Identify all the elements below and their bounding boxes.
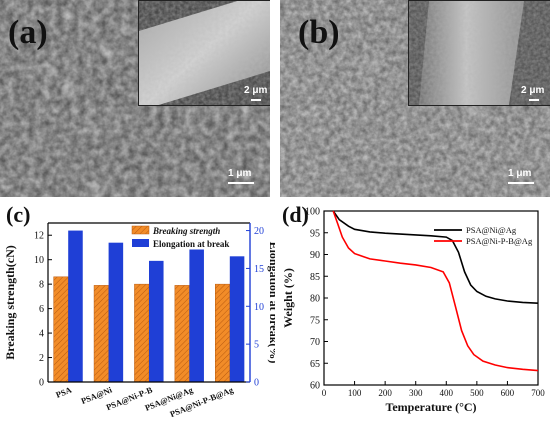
x-tick-label: 0: [322, 388, 327, 398]
series-line-psa-ni-ag: [332, 210, 539, 304]
panel-label-a: (a): [8, 14, 48, 51]
bar-breaking-strength: [215, 283, 231, 383]
y-tick-label: 85: [310, 272, 320, 283]
line-chart-svg: (d) 0 100 200 300 400 500 600 700 60 65 70 75 80 85 90 9…: [281, 202, 545, 414]
bar-elongation: [68, 230, 83, 382]
y-tick-label-right: 5: [254, 340, 259, 351]
inset-image-a: 2 μm: [138, 0, 270, 106]
scale-label-a: 1 μm: [228, 168, 252, 179]
y-tick-label-left: 4: [39, 329, 44, 340]
bar-elongation: [108, 242, 124, 382]
y-tick-label-right: 15: [254, 264, 264, 275]
y-tick-label-right: 10: [254, 302, 264, 313]
legend-label-breaking: Breaking strength: [152, 226, 220, 236]
scale-bar-b: [508, 182, 534, 184]
y-tick-label-left: 8: [39, 280, 44, 291]
chart-d: (d) 0 100 200 300 400 500 600 700 60 65 70 75 80 85 90 9…: [276, 198, 550, 417]
y-tick-label-right: 20: [254, 226, 264, 237]
bar-elongation: [189, 249, 204, 382]
x-tick-label: 600: [501, 388, 515, 398]
inset-scale-label-b: 2 μm: [521, 85, 545, 96]
y-axis-title: Weight (%): [281, 268, 295, 328]
x-tick-label: 700: [531, 388, 545, 398]
scale-label-b: 1 μm: [508, 168, 532, 179]
bar-breaking-strength: [174, 285, 190, 383]
x-tick-label: 200: [378, 388, 392, 398]
legend-label: PSA@Ni@Ag: [466, 225, 517, 235]
bar-elongation: [229, 256, 245, 382]
y-tick-label: 75: [310, 315, 320, 326]
legend-swatch-elongation: [132, 239, 149, 247]
y-tick-label-left: 12: [34, 231, 44, 242]
y-tick-label: 70: [310, 337, 320, 348]
chart-c: (c) PSA PSA@Ni PSA@Ni-P-B PSA@Ni@Ag PSA@Ni-P-…: [0, 198, 281, 419]
inset-texture-b: [409, 1, 550, 105]
y-tick-label: 65: [310, 359, 320, 370]
scale-bar-a: [228, 182, 254, 184]
x-tick-label: 100: [348, 388, 362, 398]
inset-scale-bar-a: [251, 99, 261, 101]
inset-image-b: 2 μm: [408, 0, 550, 106]
y-tick-label: 90: [310, 250, 320, 261]
y-axis-title-right: Elongation at break(%): [267, 242, 275, 364]
sem-image-a: (a) 2 μm 1 μm: [0, 0, 270, 197]
inset-scale-bar-b: [529, 99, 539, 101]
bar-breaking-strength: [53, 276, 69, 383]
x-tick-label: 300: [409, 388, 423, 398]
y-tick-label: 60: [310, 381, 320, 392]
panel-label-b: (b): [298, 14, 340, 51]
y-tick-label: 100: [305, 207, 320, 218]
inset-texture-a: [139, 1, 270, 105]
x-tick-label: PSA: [54, 384, 73, 400]
y-axis-title-left: Breaking strength(cN): [3, 245, 17, 360]
legend-label: PSA@Ni-P-B@Ag: [466, 236, 533, 246]
inset-scale-label-a: 2 μm: [244, 85, 268, 96]
sem-image-b: (b) 2 μm 1 μm: [280, 0, 550, 197]
bar-chart-svg: (c)PSA PSA@NiPSA@Ni-P-BPSA@Ni@AgPSA@Ni-P-…: [3, 202, 281, 419]
y-tick-label-right: 0: [254, 378, 259, 389]
x-tick-label: 500: [470, 388, 484, 398]
legend-swatch-breaking: [131, 225, 150, 235]
y-tick-label: 80: [310, 294, 320, 305]
panel-label-c: (c): [6, 202, 30, 227]
bar-breaking-strength: [134, 283, 150, 383]
bar-elongation: [149, 260, 164, 382]
y-tick-label-left: 2: [39, 353, 44, 364]
y-tick-label-left: 10: [34, 255, 44, 266]
x-axis-title: Temperature (°C): [385, 400, 476, 414]
y-tick-label-left: 0: [39, 378, 44, 389]
y-tick-label-left: 6: [39, 304, 44, 315]
series-line-psa-ni-p-b-ag: [332, 210, 539, 372]
bar-breaking-strength: [93, 285, 109, 383]
panel-label-d: (d): [282, 202, 309, 227]
x-tick-label: 400: [440, 388, 454, 398]
legend-label-elongation: Elongation at break: [153, 239, 229, 249]
y-tick-label: 95: [310, 228, 320, 239]
